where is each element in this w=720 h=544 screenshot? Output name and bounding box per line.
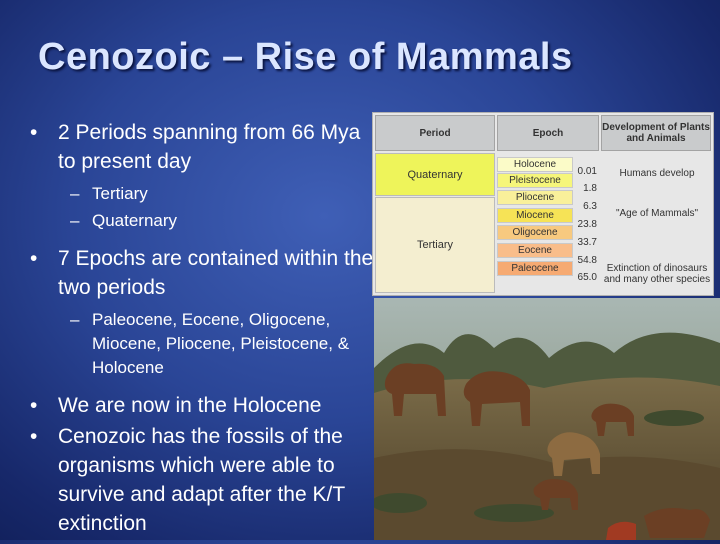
sub-bullet-text: Quaternary <box>92 211 178 230</box>
age-label: 1.8 <box>583 183 597 194</box>
header-development: Development of Plants and Animals <box>601 115 711 151</box>
slide-title: Cenozoic – Rise of Mammals <box>38 36 573 78</box>
age-label: 33.7 <box>577 237 597 248</box>
period-quaternary: Quaternary <box>375 153 495 196</box>
bullet-glyph: • <box>30 425 38 448</box>
sub-bullet-glyph: – <box>70 184 80 203</box>
sub-bullet-glyph: – <box>70 310 80 329</box>
age-label: 65.0 <box>577 272 597 283</box>
bullet-text: Cenozoic has the fossils of the organism… <box>58 425 345 535</box>
period-label: Tertiary <box>416 239 454 251</box>
epoch-oligocene: Oligocene <box>497 225 573 240</box>
age-label: 54.8 <box>577 255 597 266</box>
sub-bullet-text: Tertiary <box>92 184 148 203</box>
bullet-item: • Cenozoic has the fossils of the organi… <box>30 422 375 538</box>
header-epoch: Epoch <box>497 115 599 151</box>
epoch-miocene: Miocene <box>497 208 573 223</box>
bullet-text: 7 Epochs are contained within the two pe… <box>58 247 374 299</box>
sub-bullet-item: – Paleocene, Eocene, Oligocene, Miocene,… <box>70 308 375 380</box>
bullet-item: • 2 Periods spanning from 66 Mya to pres… <box>30 118 375 176</box>
geologic-timescale-table: Period Epoch Development of Plants and A… <box>372 112 714 296</box>
header-period: Period <box>375 115 495 151</box>
bullet-item: • 7 Epochs are contained within the two … <box>30 244 375 302</box>
bullet-glyph: • <box>30 247 38 270</box>
prehistoric-mammals-illustration <box>374 298 720 540</box>
bullet-text: We are now in the Holocene <box>58 394 322 417</box>
sub-bullet-item: – Quaternary <box>70 209 375 233</box>
epoch-eocene: Eocene <box>497 243 573 258</box>
development-age-of-mammals: "Age of Mammals" <box>615 208 699 219</box>
period-tertiary: Tertiary <box>375 197 495 293</box>
epoch-pliocene: Pliocene <box>497 190 573 205</box>
development-extinction: Extinction of dinosaurs and many other s… <box>603 263 711 285</box>
sub-bullet-glyph: – <box>70 211 80 230</box>
epoch-pleistocene: Pleistocene <box>497 173 573 188</box>
epoch-holocene: Holocene <box>497 157 573 172</box>
sub-bullet-text: Paleocene, Eocene, Oligocene, Miocene, P… <box>92 310 350 377</box>
age-label: 6.3 <box>583 201 597 212</box>
bullet-glyph: • <box>30 394 38 417</box>
development-humans: Humans develop <box>619 168 695 179</box>
bullet-glyph: • <box>30 121 38 144</box>
bullet-list: • 2 Periods spanning from 66 Mya to pres… <box>30 118 375 544</box>
age-label: 0.01 <box>577 166 597 177</box>
bullet-text: 2 Periods spanning from 66 Mya to presen… <box>58 121 361 173</box>
bullet-item: • We are now in the Holocene <box>30 391 375 420</box>
epoch-paleocene: Paleocene <box>497 261 573 276</box>
age-label: 23.8 <box>577 219 597 230</box>
period-label: Quaternary <box>407 168 463 181</box>
sub-bullet-item: – Tertiary <box>70 182 375 206</box>
